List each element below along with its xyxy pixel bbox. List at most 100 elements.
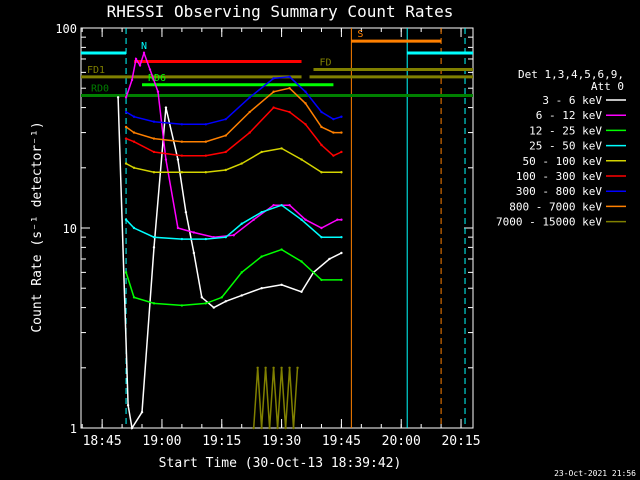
flag-bar-label: N (141, 41, 147, 52)
series-point (164, 158, 168, 161)
series-point (320, 171, 323, 174)
series-point (272, 90, 275, 93)
flag-bar-label: FD1 (87, 65, 105, 76)
series-point (272, 204, 275, 207)
series-point (240, 294, 243, 297)
series-line (252, 367, 299, 429)
series-point (300, 260, 303, 263)
series-point (164, 106, 168, 109)
series-point (204, 237, 208, 241)
series-point (132, 226, 136, 230)
series-point (180, 123, 184, 126)
series-point (224, 235, 227, 239)
series-point (148, 68, 152, 71)
flag-bar-label: RD0 (91, 83, 109, 94)
x-tick-label: 19:45 (322, 434, 361, 449)
series-point (336, 218, 339, 221)
series-point (320, 110, 323, 114)
series-point (340, 131, 343, 134)
series-point (124, 162, 128, 165)
series-point (138, 64, 142, 67)
series-point (332, 117, 335, 121)
series-point (320, 278, 323, 282)
series-point (176, 158, 180, 161)
series-point (152, 150, 156, 154)
series-point (260, 426, 263, 430)
series-point (288, 204, 291, 207)
y-tick-label: 1 (70, 422, 77, 436)
series-point (260, 210, 263, 214)
series-point (156, 90, 160, 93)
series-point (300, 158, 303, 161)
legend-header-attenuator: Att 0 (591, 80, 624, 93)
legend-entry-label: 800 - 7000 keV (509, 200, 602, 213)
series-point (340, 251, 343, 255)
legend-entry-label: 7000 - 15000 keV (496, 216, 602, 229)
legend: Det 1,3,4,5,6,9, Att 0 3 - 6 keV 6 - 12 k… (496, 68, 626, 229)
series-point (132, 140, 136, 143)
series-point (300, 218, 303, 221)
series-point (204, 140, 208, 143)
legend-entry-label: 6 - 12 keV (536, 109, 603, 122)
x-tick-label: 19:30 (262, 434, 301, 449)
series-point (124, 125, 128, 129)
series-point (224, 150, 227, 154)
series-point (288, 110, 291, 114)
series-point (300, 290, 303, 293)
series-point (132, 115, 136, 118)
series-point (304, 90, 307, 93)
series-point (280, 248, 283, 251)
series-point (152, 120, 156, 123)
series-point (124, 218, 128, 221)
series-point (224, 117, 227, 121)
series-point (204, 123, 208, 126)
series-point (192, 251, 196, 255)
series-point (224, 134, 227, 137)
x-tick-label: 18:45 (83, 434, 122, 449)
series-point (212, 306, 215, 309)
series-point (304, 123, 307, 126)
series-point (132, 296, 136, 299)
series-point (232, 234, 235, 237)
series-point (280, 366, 283, 369)
series-point (280, 283, 283, 286)
series-point (140, 410, 144, 414)
series-point (124, 137, 128, 140)
series-point (142, 51, 146, 55)
series-line (125, 248, 342, 307)
legend-entry-label: 25 - 50 keV (529, 140, 602, 153)
flag-bar-label: RD6 (148, 73, 166, 84)
series-point (340, 278, 343, 282)
timestamp: 23-Oct-2021 21:56 (554, 469, 636, 478)
x-tick-label: 20:00 (382, 434, 421, 449)
series-line (125, 147, 342, 173)
series-point (320, 125, 323, 129)
series-point (304, 218, 307, 221)
legend-header-detectors: Det 1,3,4,5,6,9, (518, 68, 624, 81)
series-point (320, 226, 323, 230)
legend-entry-label: 100 - 300 keV (516, 170, 602, 183)
series-point (152, 235, 156, 239)
series-point (124, 96, 128, 99)
series-point (320, 143, 323, 147)
series-point (224, 300, 227, 303)
series-point (124, 271, 128, 274)
series-point (248, 131, 251, 134)
series-point (280, 147, 283, 150)
series-point (204, 154, 208, 157)
series-point (116, 96, 120, 99)
series-point (252, 218, 255, 221)
series-point (130, 78, 134, 82)
series-point (276, 426, 279, 430)
series-point (184, 210, 188, 214)
series-point (260, 150, 263, 154)
series-point (260, 255, 263, 258)
series-point (240, 162, 243, 165)
series-point (272, 106, 275, 109)
series-point (304, 102, 307, 105)
series-point (152, 246, 156, 249)
series-point (248, 96, 251, 99)
series-point (176, 226, 180, 230)
series-point (340, 235, 343, 239)
chart-title: RHESSI Observing Summary Count Rates (107, 2, 454, 21)
